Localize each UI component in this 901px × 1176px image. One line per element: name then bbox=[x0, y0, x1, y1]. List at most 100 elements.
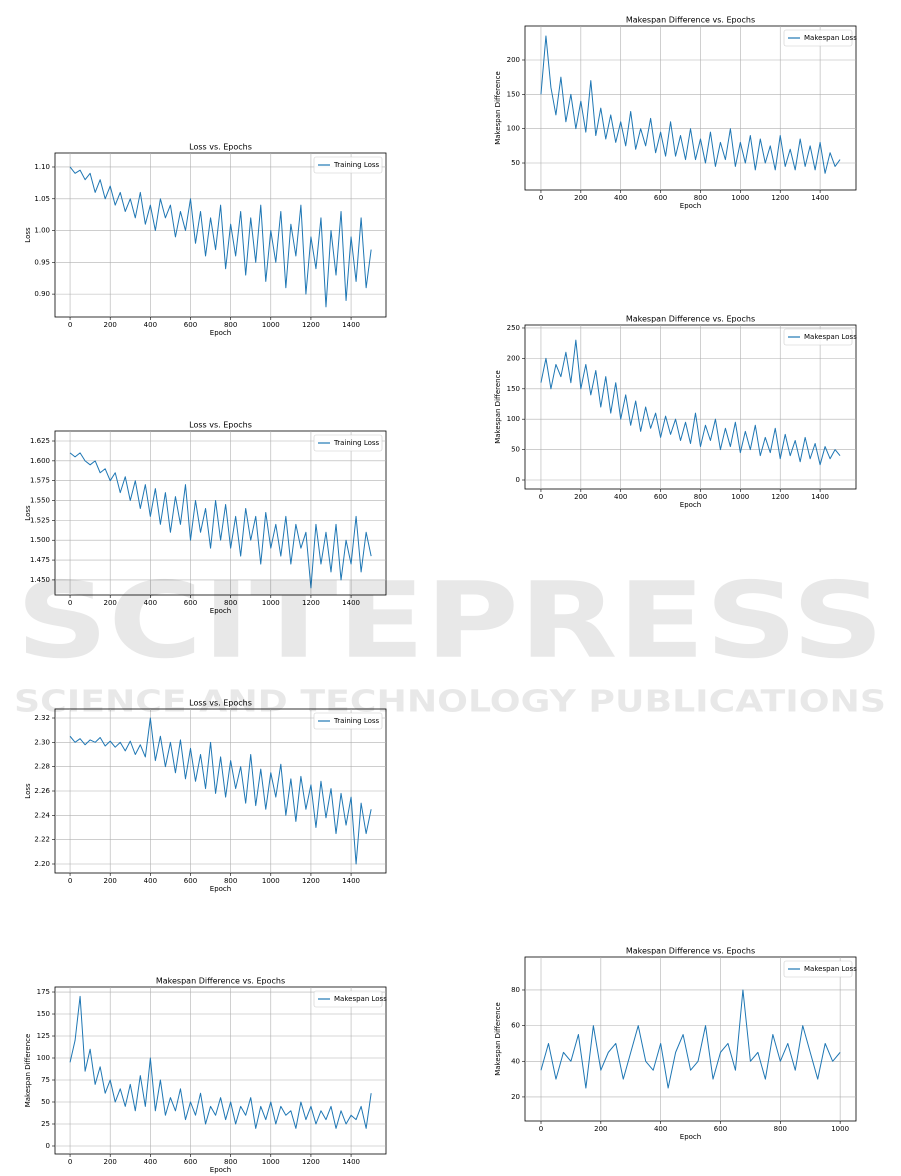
data-line bbox=[540, 35, 841, 174]
x-axis-label: Epoch bbox=[680, 202, 701, 210]
x-tick-label: 1000 bbox=[731, 493, 749, 501]
legend-box bbox=[783, 29, 853, 47]
x-tick-label: 1000 bbox=[262, 877, 280, 885]
x-tick-label: 200 bbox=[574, 194, 587, 202]
chart: 0 200 400 600 800 1000 1200 1400 50 100 150 200 Make… bbox=[494, 16, 857, 211]
y-axis-label: Makespan Difference bbox=[494, 370, 502, 444]
x-tick-label: 0 bbox=[68, 321, 72, 329]
data-line bbox=[69, 995, 372, 1129]
x-tick-label: 0 bbox=[68, 877, 72, 885]
x-tick-label: 800 bbox=[224, 321, 237, 329]
y-tick-label: 1.525 bbox=[30, 516, 50, 524]
y-tick-label: 20 bbox=[511, 1093, 520, 1101]
legend-box bbox=[313, 712, 383, 730]
y-tick-label: 175 bbox=[37, 988, 50, 996]
y-tick-label: 0 bbox=[516, 476, 520, 484]
x-axis-label: Epoch bbox=[210, 607, 231, 615]
y-tick-label: 150 bbox=[507, 385, 520, 393]
y-tick-label: 0.95 bbox=[34, 258, 50, 266]
y-tick-label: 80 bbox=[511, 986, 520, 994]
x-tick-label: 400 bbox=[654, 1125, 667, 1133]
y-tick-label: 1.550 bbox=[30, 497, 50, 505]
charts: 0 200 400 600 800 1000 1200 14000.900.951.001.0… bbox=[24, 16, 857, 1175]
x-tick-label: 0 bbox=[68, 599, 72, 607]
x-tick-label: 400 bbox=[144, 877, 157, 885]
legend-label: Makespan Loss bbox=[804, 34, 857, 42]
plot-frame bbox=[524, 324, 857, 490]
legend-box bbox=[313, 990, 383, 1008]
y-tick-label: 50 bbox=[511, 446, 520, 454]
x-tick-label: 1000 bbox=[262, 599, 280, 607]
y-tick-label: 50 bbox=[511, 159, 520, 167]
x-tick-label: 1200 bbox=[771, 194, 789, 202]
chart-title: Makespan Difference vs. Epochs bbox=[626, 315, 755, 324]
x-tick-label: 800 bbox=[224, 877, 237, 885]
y-tick-label: 100 bbox=[37, 1054, 50, 1062]
watermark-subtitle: SCIENCE AND TECHNOLOGY PUBLICATIONS bbox=[14, 685, 886, 720]
y-tick-label: 40 bbox=[511, 1057, 520, 1065]
x-tick-label: 600 bbox=[184, 877, 197, 885]
chart: 0 200 400 600 800 1000 1200 1400 0 25 50 75 100 125 15… bbox=[24, 977, 387, 1175]
y-tick-label: 1.10 bbox=[34, 163, 50, 171]
x-tick-label: 1200 bbox=[302, 599, 320, 607]
y-tick-label: 1.00 bbox=[34, 227, 50, 235]
y-axis-label: Makespan Difference bbox=[494, 71, 502, 145]
x-tick-label: 400 bbox=[144, 599, 157, 607]
x-tick-label: 0 bbox=[539, 493, 543, 501]
x-tick-label: 800 bbox=[224, 599, 237, 607]
y-tick-label: 150 bbox=[507, 90, 520, 98]
x-tick-label: 1200 bbox=[302, 877, 320, 885]
y-tick-label: 50 bbox=[41, 1098, 50, 1106]
x-tick-label: 1400 bbox=[342, 599, 360, 607]
x-tick-label: 400 bbox=[144, 1158, 157, 1166]
x-tick-label: 1000 bbox=[262, 1158, 280, 1166]
x-tick-label: 400 bbox=[614, 493, 627, 501]
y-tick-label: 1.450 bbox=[30, 576, 50, 584]
legend-label: Makespan Loss bbox=[804, 333, 857, 341]
x-tick-label: 1000 bbox=[731, 194, 749, 202]
chart-title: Loss vs. Epochs bbox=[189, 143, 252, 152]
legend-box bbox=[313, 156, 383, 174]
x-tick-label: 600 bbox=[654, 194, 667, 202]
data-line bbox=[540, 989, 841, 1089]
x-tick-label: 200 bbox=[104, 599, 117, 607]
x-tick-label: 600 bbox=[184, 599, 197, 607]
chart-title: Loss vs. Epochs bbox=[189, 421, 252, 430]
plot-frame bbox=[524, 25, 857, 191]
legend-label: Training Loss bbox=[333, 717, 380, 725]
y-axis-label: Makespan Difference bbox=[24, 1034, 32, 1108]
x-tick-label: 1400 bbox=[811, 194, 829, 202]
chart: 0 200 400 600 800 1000 1200 1400 1.450 1.475 1.500… bbox=[24, 421, 387, 615]
y-tick-label: 1.575 bbox=[30, 477, 50, 485]
watermark-title: SCITEPRESS bbox=[16, 560, 884, 682]
plot-frame bbox=[54, 986, 387, 1155]
y-tick-label: 75 bbox=[41, 1076, 50, 1084]
y-tick-label: 1.500 bbox=[30, 536, 50, 544]
legend-box bbox=[783, 960, 853, 978]
y-tick-label: 1.600 bbox=[30, 457, 50, 465]
chart: 0 200 400 600 800 1000 1200 1400 0.90 0.95 1.00 1.0… bbox=[24, 143, 387, 337]
y-tick-label: 2.28 bbox=[34, 763, 50, 771]
x-axis-label: Epoch bbox=[210, 1166, 231, 1174]
data-line bbox=[540, 339, 841, 466]
chart-title: Makespan Difference vs. Epochs bbox=[626, 947, 755, 956]
chart-title: Makespan Difference vs. Epochs bbox=[626, 16, 755, 25]
chart: 0 200 400 600 800 1000 1200 1400 2.20 2.22 2.24 2.2… bbox=[24, 699, 387, 893]
y-axis-label: Loss bbox=[24, 227, 32, 243]
y-tick-label: 100 bbox=[507, 125, 520, 133]
y-tick-label: 1.05 bbox=[34, 195, 50, 203]
y-tick-label: 1.475 bbox=[30, 556, 50, 564]
legend-box bbox=[313, 434, 383, 452]
x-tick-label: 200 bbox=[104, 1158, 117, 1166]
x-tick-label: 200 bbox=[104, 321, 117, 329]
x-tick-label: 1200 bbox=[771, 493, 789, 501]
y-tick-label: 2.30 bbox=[34, 738, 50, 746]
y-axis-label: Loss bbox=[24, 505, 32, 521]
x-tick-label: 1400 bbox=[342, 877, 360, 885]
legend-label: Training Loss bbox=[333, 439, 380, 447]
y-tick-label: 60 bbox=[511, 1022, 520, 1030]
x-tick-label: 800 bbox=[224, 1158, 237, 1166]
y-axis-label: Loss bbox=[24, 783, 32, 799]
x-tick-label: 1400 bbox=[342, 321, 360, 329]
x-tick-label: 1400 bbox=[342, 1158, 360, 1166]
